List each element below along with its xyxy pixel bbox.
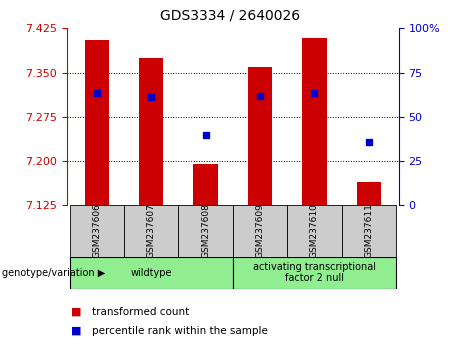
Text: GSM237606: GSM237606 (92, 204, 101, 258)
Text: GDS3334 / 2640026: GDS3334 / 2640026 (160, 9, 301, 23)
Bar (70, 205, 124, 257)
Bar (233, 257, 396, 289)
Bar (124, 205, 178, 257)
Text: genotype/variation ▶: genotype/variation ▶ (2, 268, 106, 278)
Text: percentile rank within the sample: percentile rank within the sample (92, 326, 268, 336)
Bar (302, 38, 327, 205)
Bar (70, 257, 233, 289)
Bar (178, 205, 233, 257)
Text: transformed count: transformed count (92, 307, 189, 316)
Bar (357, 182, 381, 205)
Text: GSM237610: GSM237610 (310, 204, 319, 258)
Bar (84, 40, 109, 205)
Bar (193, 164, 218, 205)
Bar (248, 67, 272, 205)
Text: GSM237609: GSM237609 (255, 204, 265, 258)
Text: GSM237607: GSM237607 (147, 204, 156, 258)
Text: wildtype: wildtype (130, 268, 172, 278)
Bar (287, 205, 342, 257)
Text: GSM237611: GSM237611 (364, 204, 373, 258)
Bar (139, 58, 164, 205)
Text: ■: ■ (71, 326, 82, 336)
Bar (233, 205, 287, 257)
Bar (342, 205, 396, 257)
Text: activating transcriptional
factor 2 null: activating transcriptional factor 2 null (253, 262, 376, 284)
Text: GSM237608: GSM237608 (201, 204, 210, 258)
Text: ■: ■ (71, 307, 82, 316)
